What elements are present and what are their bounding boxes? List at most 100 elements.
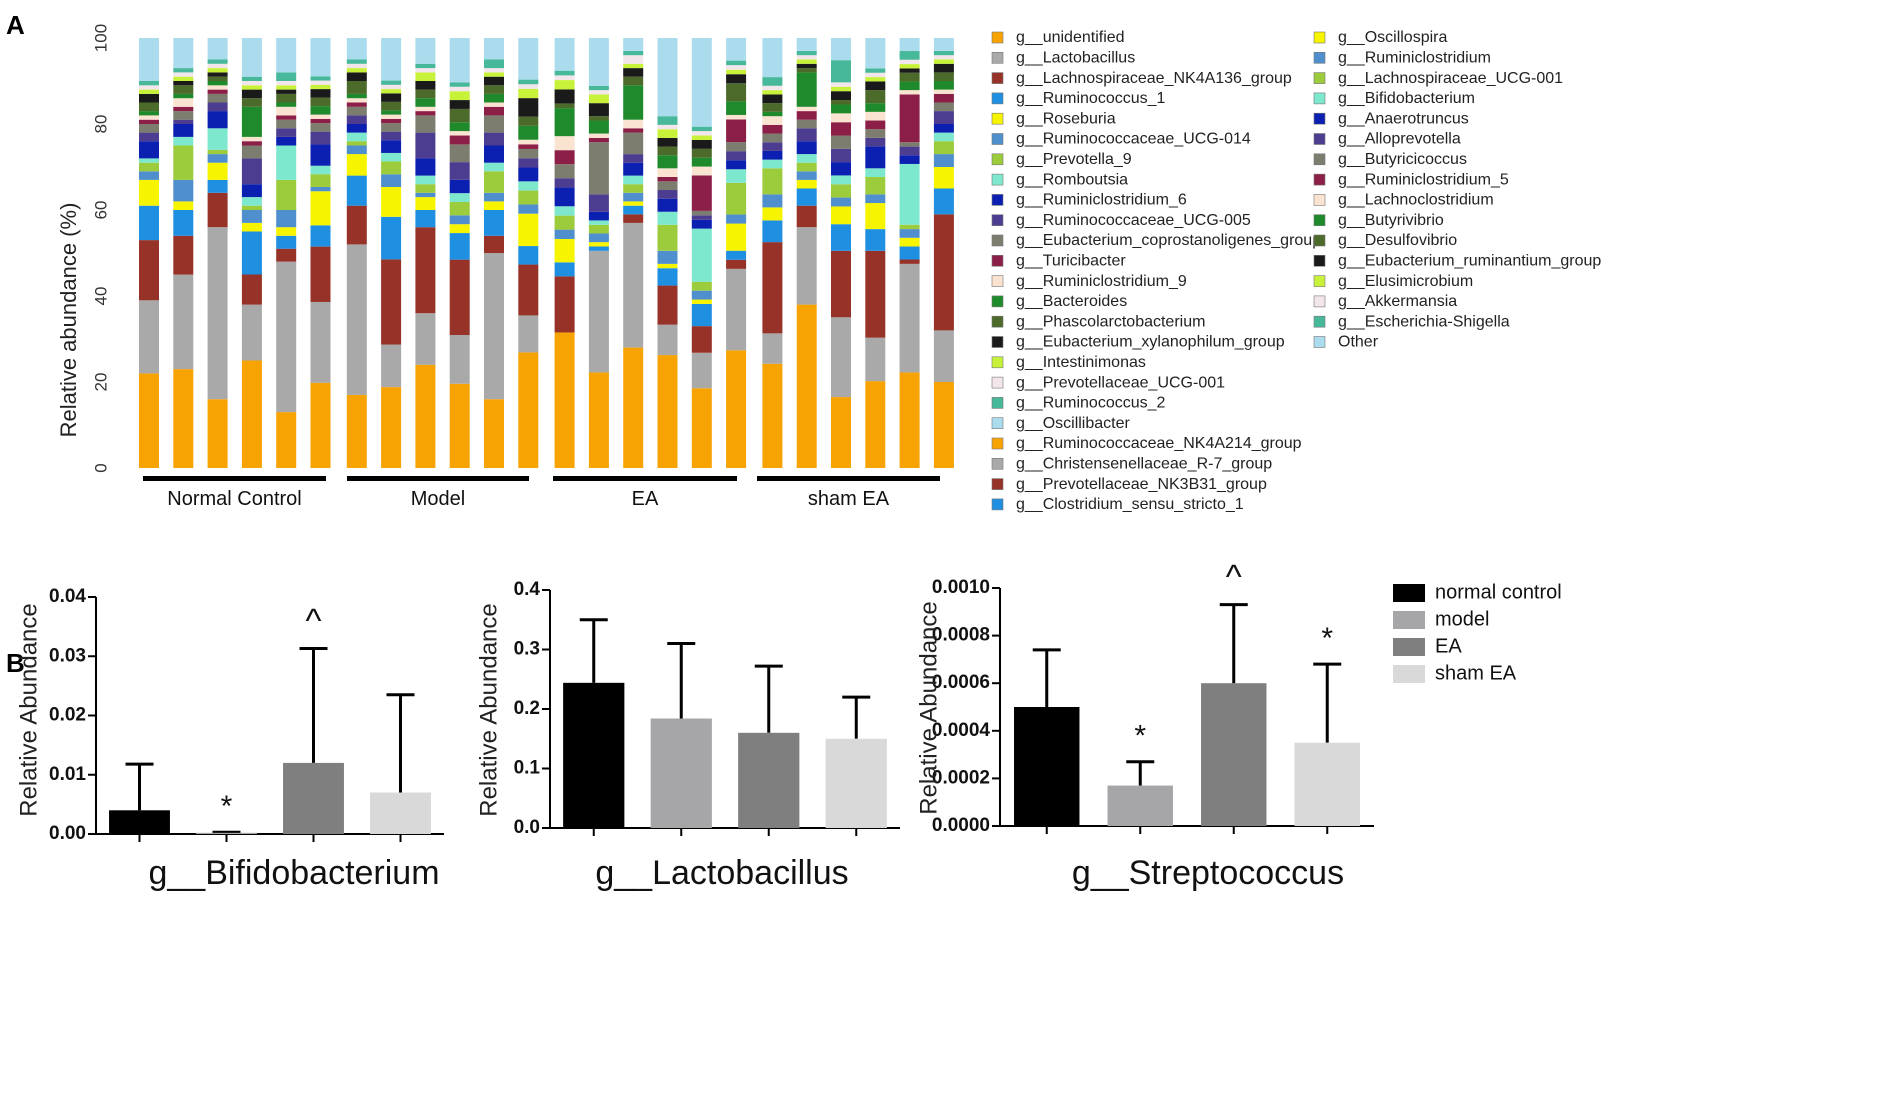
bar-segment bbox=[381, 123, 402, 132]
bar-segment bbox=[241, 136, 262, 142]
y-tick-label: 0 bbox=[91, 463, 110, 472]
bar-segment bbox=[726, 101, 747, 115]
bar-segment bbox=[310, 89, 331, 98]
bar-segment bbox=[207, 89, 228, 94]
bar-segment bbox=[207, 93, 228, 103]
bar-segment bbox=[933, 72, 954, 81]
stacked-bar bbox=[449, 38, 470, 468]
bar-segment bbox=[899, 142, 920, 147]
bar-segment bbox=[762, 124, 783, 134]
bar-segment bbox=[207, 102, 228, 112]
legend-entry: g__Intestinimonas bbox=[1016, 354, 1146, 371]
legend-entry: normal control bbox=[1435, 581, 1562, 603]
group-label: EA bbox=[632, 488, 659, 510]
bar-segment bbox=[310, 38, 331, 77]
bar-segment bbox=[415, 132, 436, 159]
bar-segment bbox=[657, 116, 678, 125]
bar-segment bbox=[381, 38, 402, 81]
bar-segment bbox=[381, 114, 402, 119]
y-tick-label: 0.01 bbox=[49, 764, 86, 785]
bar-segment bbox=[726, 119, 747, 143]
bar-segment bbox=[276, 85, 297, 90]
bar-segment bbox=[484, 93, 504, 103]
bar-segment bbox=[310, 225, 331, 247]
bar-segment bbox=[933, 132, 954, 142]
bar-segment bbox=[207, 128, 228, 150]
bar-segment bbox=[554, 206, 575, 216]
bar bbox=[738, 732, 800, 828]
bar-segment bbox=[623, 85, 644, 120]
bar-segment bbox=[449, 108, 470, 123]
stacked-bar bbox=[346, 38, 367, 468]
legend-entry: g__Oscillospira bbox=[1338, 29, 1447, 46]
legend-entry: g__Lactobacillus bbox=[1016, 50, 1135, 67]
bar-segment bbox=[588, 224, 609, 234]
bar-segment bbox=[762, 90, 783, 95]
bar-segment bbox=[276, 261, 297, 413]
bar-segment bbox=[796, 227, 817, 305]
bar-segment bbox=[415, 175, 436, 185]
significance-marker: * bbox=[1134, 720, 1146, 753]
bar-segment bbox=[623, 63, 644, 69]
bar-segment bbox=[415, 68, 436, 73]
bar-segment bbox=[449, 193, 470, 203]
bifidobacterium-chart: 0.00 0.01 0.02 0.03 0.04 Relative Abundance * ^… bbox=[15, 586, 444, 892]
bar-segment bbox=[173, 369, 194, 468]
bar bbox=[1201, 683, 1267, 826]
bar-segment bbox=[588, 133, 609, 138]
bar-segment bbox=[899, 229, 920, 238]
legend-entry: g__Romboutsia bbox=[1016, 171, 1128, 188]
bar-segment bbox=[346, 72, 367, 81]
bar-segment bbox=[241, 222, 262, 232]
bar-segment bbox=[691, 139, 712, 149]
stacked-bar bbox=[657, 38, 678, 468]
bar-segment bbox=[554, 108, 575, 137]
bar-segment bbox=[173, 81, 194, 86]
bar-segment bbox=[865, 137, 886, 147]
bar-segment bbox=[899, 259, 920, 264]
bar-segment bbox=[449, 131, 470, 136]
legend-entry: g__Prevotellaceae_UCG-001 bbox=[1016, 374, 1225, 391]
stacked-bar bbox=[831, 38, 851, 468]
bar-segment bbox=[623, 214, 644, 223]
bar-segment bbox=[554, 164, 575, 179]
legend-entry: g__Lachnoclostridium bbox=[1338, 192, 1494, 209]
legend-swatch bbox=[991, 112, 1004, 125]
legend-entry: g__Ruminococcaceae_UCG-005 bbox=[1016, 212, 1251, 229]
bar-segment bbox=[381, 216, 402, 260]
bar-segment bbox=[657, 168, 678, 177]
legend-entry: g__Christensenellaceae_R-7_group bbox=[1016, 456, 1272, 473]
bar-segment bbox=[310, 97, 331, 107]
bar-segment bbox=[173, 274, 194, 370]
y-tick-label: 0.04 bbox=[49, 586, 86, 607]
stacked-bar bbox=[241, 38, 262, 468]
legend-swatch bbox=[1313, 112, 1326, 125]
bar-segment bbox=[207, 85, 228, 90]
bar-segment bbox=[415, 72, 436, 81]
bar-segment bbox=[865, 229, 886, 251]
bar-segment bbox=[691, 135, 712, 140]
legend-entry: g__Ruminiclostridium_5 bbox=[1338, 171, 1509, 188]
bar-segment bbox=[139, 373, 159, 468]
bar bbox=[563, 682, 625, 828]
bar-segment bbox=[139, 205, 159, 241]
bar-segment bbox=[831, 162, 851, 176]
bar-segment bbox=[831, 113, 851, 123]
stacked-bar bbox=[762, 38, 783, 468]
bar-segment bbox=[623, 175, 644, 185]
bar-segment bbox=[484, 59, 504, 69]
stacked-bar bbox=[623, 38, 644, 468]
bar-segment bbox=[657, 190, 678, 199]
bar-segment bbox=[241, 81, 262, 86]
legend-entry: EA bbox=[1435, 635, 1462, 657]
bar-segment bbox=[310, 80, 331, 85]
bar-segment bbox=[899, 64, 920, 69]
bar-segment bbox=[865, 168, 886, 177]
bar-segment bbox=[554, 229, 575, 239]
bar-segment bbox=[484, 85, 504, 94]
bar-segment bbox=[139, 158, 159, 163]
bar-segment bbox=[139, 162, 159, 172]
bar-segment bbox=[484, 162, 504, 172]
bar-segment bbox=[415, 89, 436, 99]
